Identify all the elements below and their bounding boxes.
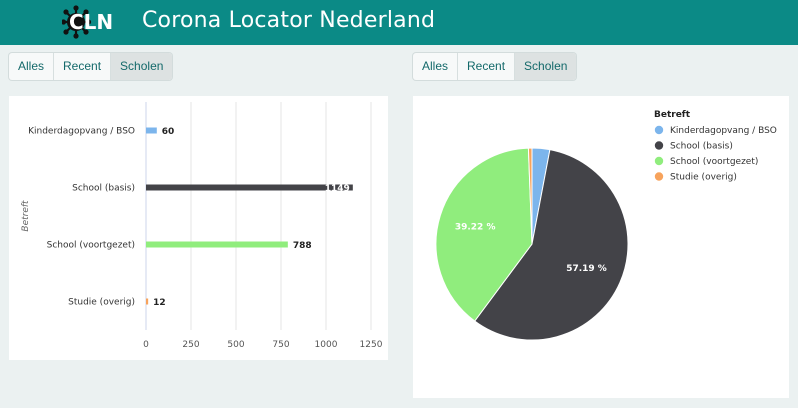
legend-label: School (basis) xyxy=(670,142,733,152)
bar-kinderdagopvang-bso[interactable] xyxy=(146,127,157,134)
logo-text: CLN xyxy=(69,10,113,34)
filter-recent-button[interactable]: Recent xyxy=(458,53,516,80)
pie-percent-label: 39.22 % xyxy=(455,222,496,232)
pie-slice-school-voortgezet[interactable] xyxy=(435,147,533,322)
pie-slice-school-basis[interactable] xyxy=(474,149,629,341)
filter-recent-button[interactable]: Recent xyxy=(54,53,112,80)
bar-chart-panel: 0 250 500 750 1000 1250 Kinderdagopvang / BSO 6… xyxy=(9,96,388,360)
legend-marker xyxy=(654,125,664,135)
legend-item-school-voortgezet[interactable]: School (voortgezet) xyxy=(654,156,759,167)
bar-value-label: 60 xyxy=(162,127,175,137)
cln-logo: CLN xyxy=(62,5,113,39)
legend-marker xyxy=(654,156,664,166)
virus-icon xyxy=(62,5,92,39)
bar-chart: 0 250 500 750 1000 1250 Kinderdagopvang / BSO 6… xyxy=(21,102,383,350)
bar-value-label: 12 xyxy=(153,298,166,308)
x-tick-label: 0 xyxy=(143,340,149,350)
legend-label: Studie (overig) xyxy=(670,173,737,183)
legend-marker xyxy=(654,172,664,181)
bar-studie-overig[interactable] xyxy=(146,298,149,305)
category-label: School (voortgezet) xyxy=(47,241,135,251)
category-label: Studie (overig) xyxy=(68,298,135,308)
pie-percent-label: 57.19 % xyxy=(566,264,607,274)
pie-chart: 57.19 % 39.22 % Betreft Kinderdagopvang / B… xyxy=(435,110,777,341)
pie-slice-studie-overig[interactable] xyxy=(527,147,533,245)
filter-scholen-button[interactable]: Scholen xyxy=(111,53,173,80)
bar-value-label: 788 xyxy=(293,241,312,251)
filter-group-left: Alles Recent Scholen xyxy=(9,53,173,80)
filter-group-right: Alles Recent Scholen xyxy=(413,53,577,80)
filter-alles-button[interactable]: Alles xyxy=(413,53,459,80)
legend-item-kinderdagopvang-bso[interactable]: Kinderdagopvang / BSO xyxy=(654,125,777,136)
legend-title: Betreft xyxy=(654,110,691,120)
bar-school-voortgezet[interactable] xyxy=(146,241,288,248)
x-tick-label: 750 xyxy=(272,340,289,350)
legend-marker xyxy=(654,141,664,150)
x-tick-label: 250 xyxy=(182,340,199,350)
filter-alles-button[interactable]: Alles xyxy=(9,53,55,80)
x-tick-label: 500 xyxy=(227,340,244,350)
pie-chart-panel: 57.19 % 39.22 % Betreft Kinderdagopvang / B… xyxy=(413,96,789,398)
legend-item-school-basis[interactable]: School (basis) xyxy=(654,141,733,152)
category-label: Kinderdagopvang / BSO xyxy=(28,127,135,137)
bar-value-label: 1149 xyxy=(325,184,350,194)
legend-label: School (voortgezet) xyxy=(670,157,758,167)
legend-item-studie-overig[interactable]: Studie (overig) xyxy=(654,172,737,183)
x-tick-label: 1000 xyxy=(315,340,338,350)
filter-scholen-button[interactable]: Scholen xyxy=(515,53,577,80)
app-title: Corona Locator Nederland xyxy=(142,8,436,33)
app-header: CLN Corona Locator Nederland xyxy=(0,0,798,45)
bar-school-basis[interactable] xyxy=(146,184,353,191)
y-axis-title: Betreft xyxy=(21,200,31,232)
legend-label: Kinderdagopvang / BSO xyxy=(670,126,777,136)
category-label: School (basis) xyxy=(72,184,135,194)
x-tick-label: 1250 xyxy=(360,340,383,350)
